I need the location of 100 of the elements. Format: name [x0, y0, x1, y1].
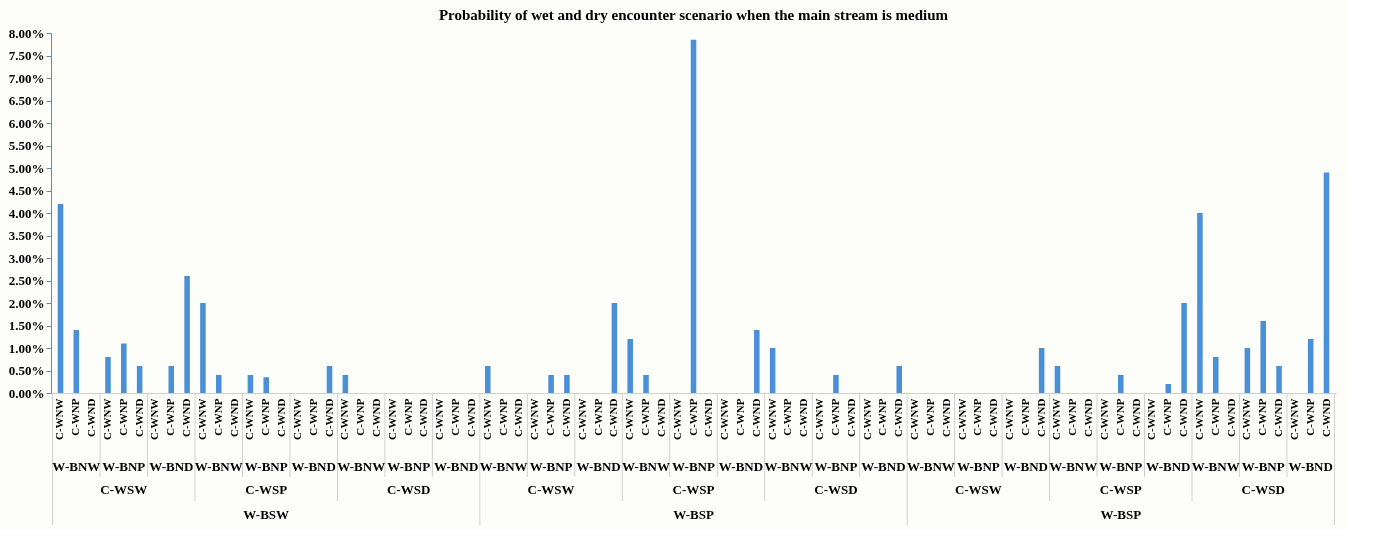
x-tick-label: C-WND: [417, 398, 430, 437]
bar: [1118, 375, 1124, 393]
text: W-BND: [1003, 459, 1048, 474]
x-tick-label: C-WND: [1034, 398, 1047, 437]
x-tick-label: C-WNW: [290, 398, 303, 441]
bar: [627, 339, 633, 393]
text: C-WSP: [672, 482, 715, 497]
x-tick-label: C-WNW: [528, 398, 541, 441]
x-tick-label: C-WND: [1319, 398, 1332, 437]
y-tick-label: 0.50%: [8, 363, 45, 378]
y-tick-label: 6.00%: [8, 115, 45, 131]
x-tick-label: C-WNP: [449, 398, 462, 436]
text: W-BNP: [387, 459, 431, 474]
x-tick-label: C-WNP: [1018, 398, 1031, 436]
x-tick-label: C-WNP: [1113, 398, 1126, 436]
x-tick-label: C-WNW: [955, 398, 968, 441]
bar: [184, 276, 190, 393]
y-tick-label: 2.00%: [8, 295, 45, 311]
text: W-BND: [149, 459, 194, 474]
y-tick-label: 5.00%: [8, 160, 45, 176]
bar: [754, 330, 760, 393]
x-tick-label: C-WNW: [765, 398, 778, 441]
bar: [1244, 348, 1251, 393]
bar: [833, 375, 839, 393]
x-tick-label: C-WNP: [496, 398, 509, 436]
x-tick-label: C-WNW: [1097, 398, 1110, 441]
x-tick-label: C-WNP: [164, 398, 177, 436]
y-tick-label: 8.00%: [8, 25, 45, 41]
bar: [643, 375, 649, 393]
bar: [1165, 384, 1172, 393]
x-tick-label: C-WND: [1224, 398, 1237, 437]
text: W-BND: [1146, 459, 1191, 474]
x-tick-label: C-WNP: [544, 398, 557, 436]
text: W-BNW: [194, 459, 243, 474]
text: W-BNW: [622, 459, 670, 474]
bar: [1260, 321, 1266, 393]
bar: [121, 343, 127, 393]
text: W-BNW: [906, 459, 955, 474]
y-tick-label: 1.00%: [8, 340, 45, 356]
text: W-BNP: [814, 459, 858, 474]
x-tick-label: C-WND: [607, 398, 620, 437]
x-tick-label: C-WND: [227, 398, 240, 437]
x-tick-label: C-WNW: [195, 398, 208, 441]
bar: [769, 348, 776, 393]
text: C-WSW: [527, 482, 575, 497]
x-tick-label: C-WNW: [148, 398, 161, 441]
x-tick-label: C-WNW: [1145, 398, 1158, 441]
text: W-BND: [861, 459, 906, 474]
x-tick-label: C-WND: [749, 398, 762, 437]
x-tick-label: C-WND: [1082, 398, 1095, 437]
x-tick-label: C-WND: [85, 398, 98, 437]
chart-title: Probability of wet and dry encounter scenario when the main stream is medium: [438, 7, 949, 23]
bar: [611, 303, 618, 393]
x-tick-label: C-WNP: [876, 398, 889, 436]
text: W-BNP: [672, 459, 715, 474]
text: W-BNP: [1099, 459, 1143, 474]
x-tick-label: C-WND: [797, 398, 810, 437]
bar: [1276, 366, 1282, 393]
x-tick-label: C-WND: [559, 398, 572, 437]
text: W-BND: [718, 459, 764, 474]
y-tick-label: 1.50%: [8, 318, 45, 333]
y-tick-label: 3.00%: [8, 250, 45, 266]
y-tick-label: 4.00%: [8, 205, 45, 221]
text: C-WSW: [954, 482, 1002, 497]
x-tick-label: C-WNP: [259, 398, 272, 436]
bar: [263, 377, 269, 393]
x-tick-label: C-WNW: [433, 398, 446, 441]
text: W-BNW: [1049, 459, 1098, 474]
x-tick-label: C-WNP: [354, 398, 367, 436]
x-tick-label: C-WNP: [591, 398, 604, 436]
y-tick-label: 7.00%: [8, 70, 45, 86]
bar: [326, 366, 333, 393]
x-tick-label: C-WNW: [575, 398, 588, 441]
x-tick-label: C-WND: [939, 398, 952, 437]
x-tick-label: C-WNP: [69, 398, 82, 436]
x-tick-label: C-WNP: [1208, 398, 1221, 436]
bar: [485, 366, 491, 393]
x-tick-label: C-WNP: [1066, 398, 1079, 436]
x-tick-label: C-WNW: [243, 398, 256, 441]
bar: [1038, 348, 1045, 393]
x-tick-label: C-WNP: [686, 398, 699, 436]
x-tick-label: C-WND: [512, 398, 525, 437]
y-tick-label: 5.50%: [8, 138, 45, 153]
x-tick-label: C-WND: [1177, 398, 1190, 437]
bar: [168, 366, 175, 393]
x-tick-label: C-WND: [464, 398, 477, 437]
x-tick-label: C-WNW: [813, 398, 826, 441]
x-tick-label: C-WND: [180, 398, 193, 437]
text: W-BNW: [52, 459, 101, 474]
x-tick-label: C-WND: [370, 398, 382, 437]
x-tick-label: C-WNW: [908, 398, 921, 441]
x-tick-label: C-WNW: [1050, 398, 1063, 441]
text: W-BNP: [1241, 459, 1285, 474]
x-tick-label: C-WNW: [1240, 398, 1253, 441]
bar: [136, 366, 143, 393]
text: W-BNW: [1191, 459, 1240, 474]
text: C-WSP: [1099, 482, 1142, 497]
x-tick-label: C-WNW: [670, 398, 683, 441]
x-tick-label: C-WND: [132, 398, 145, 437]
x-tick-label: C-WNW: [1192, 398, 1205, 441]
